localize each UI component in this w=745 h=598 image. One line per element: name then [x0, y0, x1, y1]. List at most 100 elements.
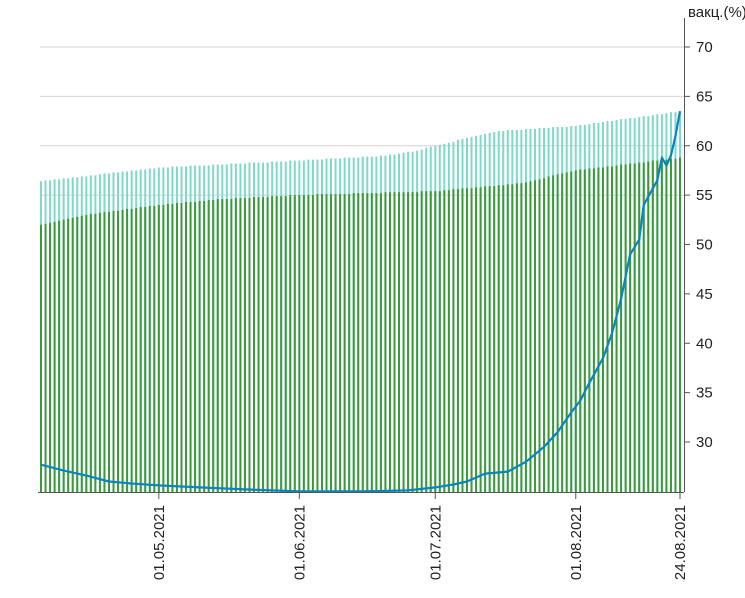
- bar: [80, 215, 83, 493]
- bar: [253, 197, 255, 492]
- y-tick-label: 70: [696, 39, 713, 56]
- bar: [67, 218, 70, 492]
- bar: [669, 158, 672, 492]
- bar: [284, 196, 287, 493]
- bar: [565, 172, 568, 492]
- bar: [606, 166, 609, 493]
- bar: [334, 194, 337, 492]
- bar: [434, 191, 437, 493]
- bar: [443, 190, 446, 492]
- bar: [479, 187, 482, 492]
- bar: [185, 202, 188, 492]
- bar: [44, 223, 47, 492]
- bar: [679, 157, 681, 492]
- bar: [225, 199, 228, 492]
- bar: [416, 192, 419, 492]
- bar: [248, 198, 251, 492]
- bar: [601, 167, 604, 492]
- series-line: [40, 111, 682, 493]
- bar: [461, 188, 464, 492]
- bar: [361, 193, 364, 492]
- bar: [148, 205, 151, 493]
- y-tick-label: 45: [696, 286, 713, 303]
- bar: [98, 212, 101, 492]
- bar: [366, 193, 369, 492]
- bar-series-green: [40, 157, 681, 493]
- bar: [398, 192, 401, 492]
- bar: [375, 193, 378, 492]
- bar: [384, 192, 387, 492]
- bar: [420, 191, 423, 493]
- bar: [271, 196, 274, 493]
- bar: [488, 186, 491, 493]
- bar: [166, 204, 169, 492]
- bar: [574, 170, 577, 492]
- bar: [207, 200, 210, 492]
- bar: [357, 193, 360, 492]
- bar: [656, 160, 659, 492]
- bar: [275, 196, 278, 493]
- bar: [533, 180, 536, 492]
- y-tick-label: 65: [696, 88, 713, 105]
- bar: [325, 194, 328, 492]
- bar: [370, 193, 373, 492]
- x-tick-label: 01.07.2021: [427, 505, 444, 580]
- bar: [484, 186, 487, 493]
- bar: [538, 179, 541, 492]
- bar: [452, 189, 455, 492]
- bar: [76, 216, 79, 492]
- bar: [94, 213, 97, 492]
- bar: [112, 210, 115, 493]
- x-tick-label: 01.06.2021: [291, 505, 308, 580]
- bar: [311, 195, 314, 492]
- bar: [343, 194, 346, 492]
- x-tick-label: 01.05.2021: [151, 505, 168, 580]
- y-tick-label: 40: [696, 335, 713, 352]
- bar: [162, 205, 165, 492]
- bar: [71, 217, 74, 492]
- bar: [307, 195, 310, 492]
- bar: [407, 192, 410, 492]
- bar: [216, 199, 219, 492]
- line-series: [40, 111, 682, 493]
- bar: [511, 184, 514, 492]
- bar: [633, 163, 636, 492]
- bar: [456, 189, 459, 492]
- bar: [198, 201, 201, 493]
- bar: [506, 184, 509, 492]
- bar: [529, 181, 532, 493]
- bar: [660, 159, 663, 492]
- axes: [38, 18, 690, 499]
- bar: [393, 192, 396, 492]
- bar: [126, 208, 129, 492]
- bar: [234, 198, 237, 492]
- bar: [583, 169, 586, 492]
- bar: [175, 203, 178, 492]
- bar: [62, 219, 65, 492]
- bar: [239, 198, 242, 492]
- bar: [624, 164, 627, 492]
- bar: [466, 188, 468, 492]
- bar: [524, 182, 527, 492]
- bar: [348, 194, 351, 492]
- bar: [144, 206, 147, 492]
- bar: [651, 160, 654, 492]
- bar: [189, 202, 192, 492]
- bar: [638, 162, 641, 492]
- bar: [157, 205, 160, 492]
- bar: [339, 194, 342, 492]
- bar: [642, 162, 645, 492]
- y-axis-title: вакц.(%): [688, 4, 745, 21]
- bar: [171, 204, 174, 492]
- bar: [470, 188, 473, 492]
- bar: [447, 190, 450, 492]
- bar: [58, 220, 61, 493]
- y-tick-label: 50: [696, 237, 713, 254]
- bar: [280, 196, 283, 493]
- y-tick-label: 60: [696, 138, 713, 155]
- bar: [221, 199, 224, 492]
- bar: [243, 198, 246, 492]
- bar: [570, 171, 573, 493]
- bar: [579, 169, 582, 492]
- bar: [257, 197, 260, 492]
